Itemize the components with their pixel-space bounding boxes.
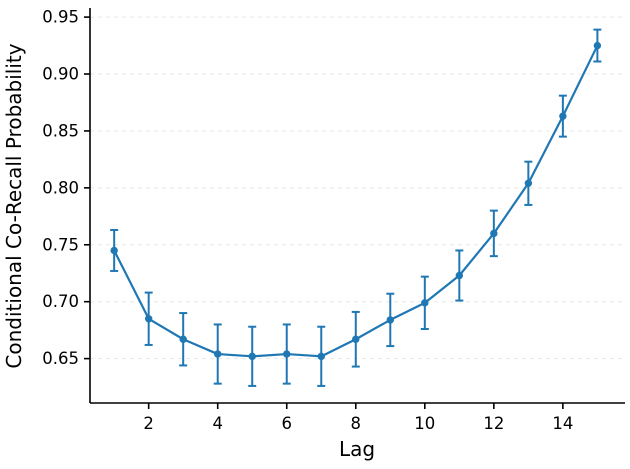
data-point — [248, 352, 256, 361]
ticks-group: 0.65 0.70 0.75 0.80 0.85 0.90 0.95 2 4 6 8 10 12 14 — [42, 8, 573, 433]
x-tick-label: 6 — [281, 414, 292, 433]
data-point — [386, 316, 394, 324]
data-point — [524, 179, 533, 188]
x-tick-label: 4 — [212, 414, 223, 433]
data-point — [421, 299, 429, 307]
y-tick-label: 0.95 — [42, 8, 79, 27]
data-point — [352, 335, 360, 343]
x-tick-label: 10 — [414, 414, 435, 433]
y-tick-label: 0.70 — [42, 292, 79, 311]
data-point — [283, 350, 291, 358]
x-tick-label: 8 — [351, 414, 362, 433]
data-line — [113, 44, 599, 358]
y-tick-label: 0.80 — [42, 178, 79, 197]
line-group — [113, 44, 599, 358]
y-tick-label: 0.65 — [42, 349, 79, 368]
data-point — [144, 315, 153, 323]
data-point — [317, 352, 325, 361]
y-tick-label: 0.85 — [42, 121, 79, 140]
data-point — [455, 271, 464, 280]
x-tick-label: 12 — [483, 414, 504, 433]
x-tick-label: 14 — [552, 414, 573, 433]
y-tick-label: 0.90 — [42, 65, 79, 84]
x-tick-label: 2 — [143, 414, 154, 433]
data-point — [593, 41, 602, 50]
data-point — [559, 112, 567, 120]
errorbars-group — [110, 28, 602, 387]
data-point — [179, 335, 187, 343]
y-axis-label: Conditional Co-Recall Probability — [2, 43, 26, 368]
data-point — [110, 246, 118, 255]
data-point — [490, 229, 498, 238]
gridlines-group — [90, 16, 625, 360]
y-tick-label: 0.75 — [42, 235, 79, 254]
data-point — [214, 350, 222, 358]
axes-group — [89, 8, 625, 404]
x-axis-label: Lag — [339, 437, 375, 461]
markers-group — [110, 41, 602, 361]
